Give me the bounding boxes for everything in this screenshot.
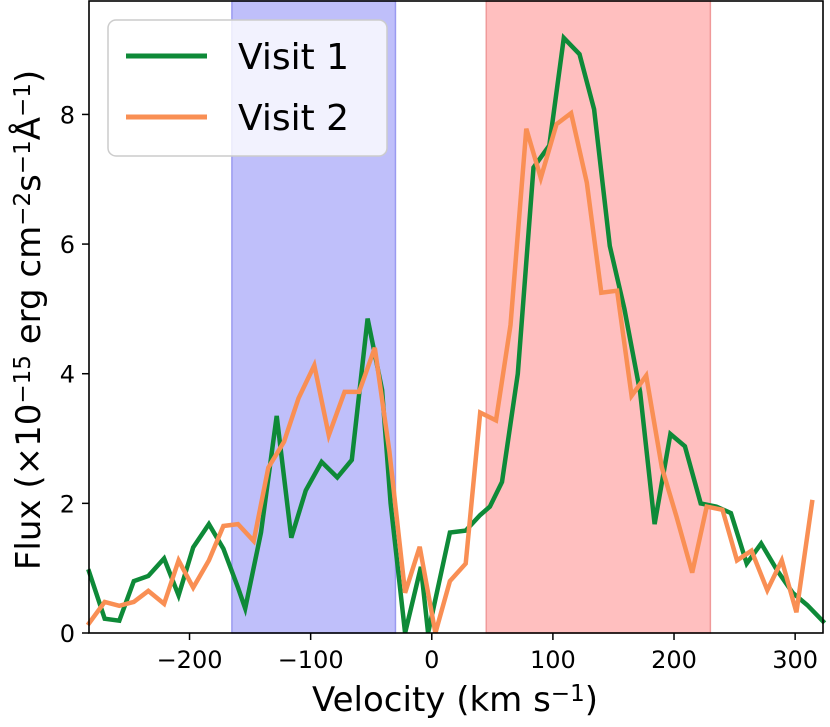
x-tick-label: 0 (424, 646, 439, 674)
x-tick-label: 300 (772, 646, 818, 674)
x-tick-label: 100 (530, 646, 576, 674)
x-tick-label: 200 (651, 646, 697, 674)
legend-label-visit-1: Visit 1 (238, 37, 349, 78)
x-tick-label: −100 (278, 646, 344, 674)
y-tick-label: 4 (60, 361, 75, 389)
y-axis-label: Flux (×10−15 erg cm−2s−1Å−1) (8, 70, 49, 570)
plot-frame (88, 0, 824, 634)
y-tick-label: 2 (60, 490, 75, 518)
x-tick-label: −200 (157, 646, 223, 674)
legend-label-visit-2: Visit 2 (238, 98, 349, 139)
series-line-visit-2 (85, 109, 815, 634)
y-tick-label: 6 (60, 231, 75, 259)
x-axis-label: Velocity (km s−1) (312, 680, 598, 720)
legend: Visit 1 Visit 2 (107, 19, 388, 157)
y-tick-label: 0 (60, 620, 75, 648)
series-line-visit-1 (86, 32, 827, 634)
y-tick-label: 8 (60, 101, 75, 129)
